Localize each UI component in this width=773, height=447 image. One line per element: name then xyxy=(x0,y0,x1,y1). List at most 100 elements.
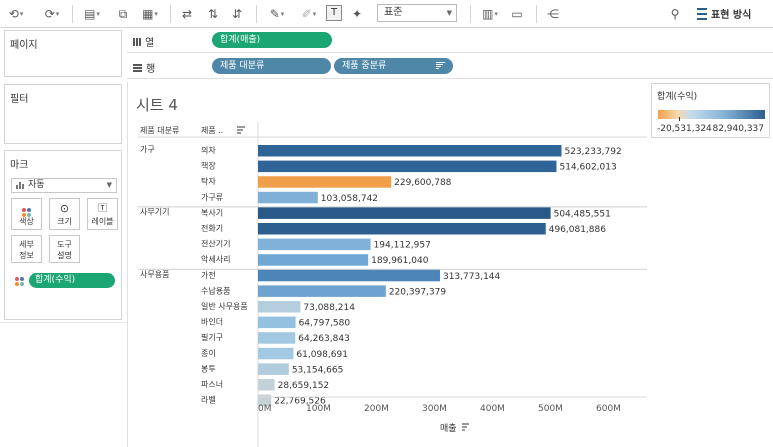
bar-value-label: 313,773,144 xyxy=(443,272,501,282)
axis-sort-icon[interactable] xyxy=(462,423,469,431)
rows-pill-subcategory-label: 제품 중분류 xyxy=(342,61,387,71)
show-labels-icon[interactable]: T xyxy=(326,5,342,21)
color-legend[interactable]: 합계(수익) -20,531,324 82,940,337 xyxy=(651,83,770,138)
bar[interactable] xyxy=(258,269,440,282)
columns-shelf[interactable]: 열 합계(매출) xyxy=(127,28,773,53)
show-me-label: 표현 방식 xyxy=(711,10,752,21)
show-me-button[interactable]: 표현 방식 xyxy=(697,6,751,21)
fit-select-value: 표준 xyxy=(384,7,403,18)
rows-icon xyxy=(133,63,142,72)
bar-value-label: 523,233,792 xyxy=(564,147,621,157)
x-tick-label: 100M xyxy=(306,404,331,414)
bar[interactable] xyxy=(258,332,296,344)
chevron-down-icon: ▼ xyxy=(446,9,452,17)
bar-value-label: 229,600,788 xyxy=(394,178,452,188)
bar[interactable] xyxy=(258,394,272,407)
label-button[interactable]: 🅃 레이블 xyxy=(87,198,118,230)
legend-min-label: -20,531,324 xyxy=(657,124,712,134)
marks-pane: 마크 자동 ▼ 색상 ⊙ 크기 🅃 레이블 세부 정보 도구 설명 합계(수익) xyxy=(4,150,122,320)
x-tick-label: 500M xyxy=(538,404,563,414)
chevron-down-icon: ▼ xyxy=(106,181,112,189)
marks-type-dropdown[interactable]: 자동 ▼ xyxy=(11,178,117,193)
bar-chart: 제품 대분류 제품 .. 매출 가구 의자 523,233,792 책장 514,602… xyxy=(138,122,647,447)
x-tick-label: 600M xyxy=(596,404,621,414)
bar[interactable] xyxy=(258,285,386,297)
new-worksheet-icon[interactable]: ▤ ▾ xyxy=(84,7,100,21)
header-category[interactable]: 제품 대분류 xyxy=(140,126,179,135)
subcategory-label[interactable]: 가구류 xyxy=(201,193,223,202)
sort-descending-icon[interactable]: ⇵ xyxy=(231,7,243,21)
subcategory-label[interactable]: 탁자 xyxy=(201,176,216,186)
subcategory-label[interactable]: 종이 xyxy=(201,348,216,358)
header-subcategory[interactable]: 제품 .. xyxy=(201,126,223,135)
color-button[interactable]: 색상 xyxy=(11,198,42,230)
columns-pill-sales[interactable]: 합계(매출) xyxy=(212,32,332,48)
subcategory-label[interactable]: 수납용품 xyxy=(201,286,230,295)
swap-icon[interactable]: ⇄ xyxy=(181,7,193,21)
group-icon[interactable]: ✐ ▾ xyxy=(301,7,317,21)
bar[interactable] xyxy=(258,176,392,188)
subcategory-label[interactable]: 일반 사무용품 xyxy=(201,302,248,311)
bar-value-label: 22,769,526 xyxy=(274,397,326,407)
bar[interactable] xyxy=(258,379,275,391)
header-sort-icon[interactable] xyxy=(237,126,245,134)
bar[interactable] xyxy=(258,254,369,266)
sort-ascending-icon[interactable]: ⇅ xyxy=(207,7,219,21)
rows-shelf[interactable]: 행 제품 대분류 제품 중분류 xyxy=(127,54,773,79)
size-button[interactable]: ⊙ 크기 xyxy=(49,198,80,230)
x-axis-title[interactable]: 매출 xyxy=(440,423,457,434)
subcategory-label[interactable]: 봉투 xyxy=(201,364,216,373)
bar[interactable] xyxy=(258,145,562,157)
subcategory-label[interactable]: 복사기 xyxy=(201,208,223,217)
legend-gradient xyxy=(658,110,765,119)
bar[interactable] xyxy=(258,207,551,219)
subcategory-label[interactable]: 전화기 xyxy=(201,223,223,233)
duplicate-icon[interactable]: ⧉ xyxy=(118,6,128,21)
bar[interactable] xyxy=(258,238,371,251)
presentation-icon[interactable]: ▭ xyxy=(511,7,523,21)
pages-pane[interactable]: 페이지 xyxy=(4,30,122,77)
bar[interactable] xyxy=(258,347,294,360)
bar-chart-icon xyxy=(16,182,24,189)
bar-value-label: 496,081,886 xyxy=(549,225,607,235)
redo-icon[interactable]: ⟳ ▾ xyxy=(44,7,60,21)
subcategory-label[interactable]: 책장 xyxy=(201,161,216,171)
show-me-icon xyxy=(697,7,707,20)
subcategory-label[interactable]: 필기구 xyxy=(201,332,223,342)
subcategory-label[interactable]: 파스너 xyxy=(201,379,223,389)
subcategory-label[interactable]: 의자 xyxy=(201,145,216,155)
subcategory-label[interactable]: 전산기기 xyxy=(201,239,230,249)
color-label: 색상 xyxy=(19,217,34,226)
bar[interactable] xyxy=(258,160,557,173)
category-label[interactable]: 가구 xyxy=(140,145,155,154)
clear-sheet-icon[interactable]: ▦ ▾ xyxy=(142,7,158,21)
detail-button[interactable]: 세부 정보 xyxy=(11,235,42,263)
category-label[interactable]: 사무기기 xyxy=(140,207,169,216)
subcategory-label[interactable]: 바인더 xyxy=(201,317,223,327)
bar[interactable] xyxy=(258,316,296,329)
fit-select[interactable]: 표준 ▼ xyxy=(377,4,457,22)
rows-pill-category[interactable]: 제품 대분류 xyxy=(212,58,331,74)
filters-pane[interactable]: 필터 xyxy=(4,84,122,144)
bar[interactable] xyxy=(258,363,289,375)
rows-pill-subcategory[interactable]: 제품 중분류 xyxy=(334,58,453,74)
subcategory-label[interactable]: 악세사리 xyxy=(201,254,230,264)
bar[interactable] xyxy=(258,223,546,235)
share-icon[interactable]: ⋲ xyxy=(547,7,559,21)
back-icon[interactable]: ⟲ ▾ xyxy=(8,7,24,21)
highlight-icon[interactable]: ✎ ▾ xyxy=(269,7,285,21)
category-label[interactable]: 사무용품 xyxy=(140,270,169,279)
x-tick-label: 200M xyxy=(364,404,389,414)
columns-label-text: 열 xyxy=(145,38,155,49)
sheet-title[interactable]: 시트 4 xyxy=(136,96,178,114)
subcategory-label[interactable]: 라벨 xyxy=(201,395,216,405)
marks-color-pill[interactable]: 합계(수익) xyxy=(29,273,115,288)
tooltip-button[interactable]: 도구 설명 xyxy=(49,235,80,263)
binoculars-icon[interactable]: ⚲ xyxy=(670,7,680,21)
bar[interactable] xyxy=(258,191,318,204)
label-icon: 🅃 xyxy=(97,204,107,214)
fix-axes-icon[interactable]: ▥ ▾ xyxy=(482,7,498,21)
pin-icon[interactable]: ✦ xyxy=(351,7,363,21)
subcategory-label[interactable]: 가전 xyxy=(201,270,216,280)
bar[interactable] xyxy=(258,301,301,313)
